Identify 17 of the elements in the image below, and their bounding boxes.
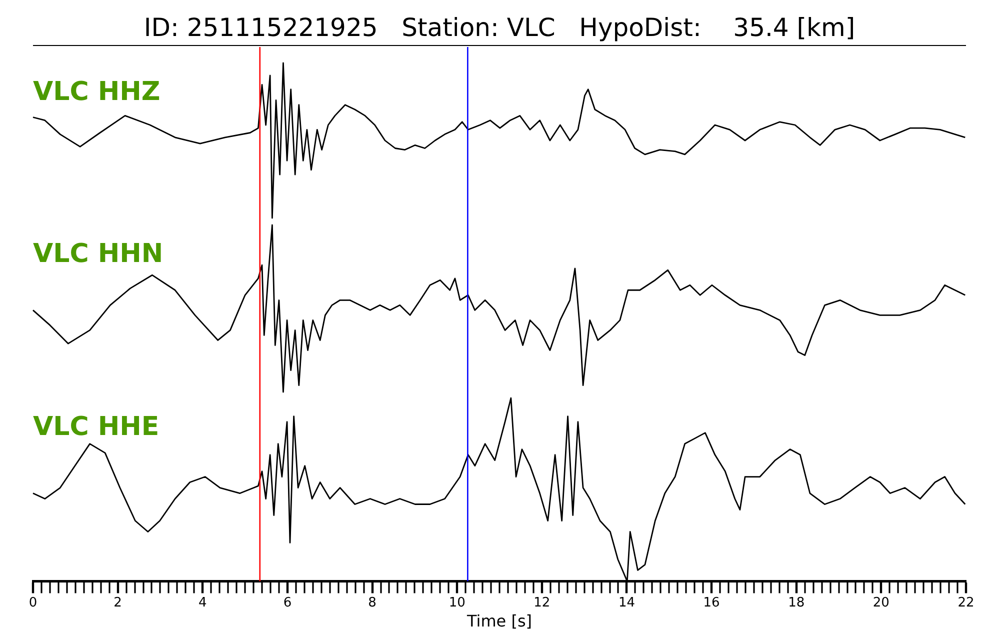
series-label: VLC HHE: [33, 412, 160, 442]
x-tick-label: 20: [872, 595, 890, 610]
x-tick-label: 16: [703, 595, 720, 610]
x-tick-label: 2: [114, 595, 122, 610]
x-tick-label: 8: [368, 595, 376, 610]
x-tick-label: 22: [958, 595, 974, 610]
series-label: VLC HHN: [33, 238, 164, 269]
x-tick-label: 14: [618, 595, 635, 610]
x-tick-label: 6: [283, 595, 292, 610]
series-label: VLC HHZ: [33, 76, 160, 107]
x-tick-label: 4: [198, 595, 207, 610]
x-tick-label: 10: [448, 595, 466, 610]
chart-title: ID: 251115221925 Station: VLC HypoDist: 35.4 [km]: [33, 0, 966, 46]
x-axis-title: Time [s]: [466, 612, 532, 631]
x-tick-label: 18: [788, 595, 805, 610]
x-tick-label: 0: [28, 595, 38, 610]
x-tick-label: 12: [534, 595, 550, 610]
